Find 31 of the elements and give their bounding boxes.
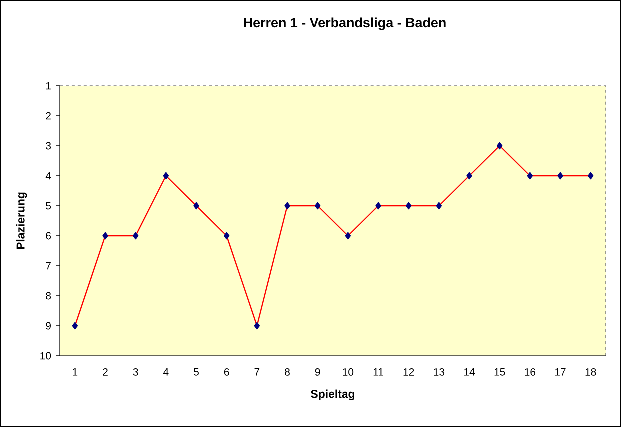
x-tick-label: 13 <box>434 368 445 376</box>
x-tick-label: 14 <box>464 368 476 376</box>
y-tick-label: 4 <box>46 172 52 180</box>
x-tick-label: 2 <box>103 368 108 376</box>
y-tick-label: 8 <box>46 292 52 300</box>
y-tick-label: 1 <box>46 82 51 90</box>
x-tick-label: 8 <box>285 368 290 376</box>
y-axis-title: Plazierung <box>16 192 28 250</box>
y-tick-label: 7 <box>46 262 51 270</box>
x-tick-label: 6 <box>224 368 230 376</box>
x-tick-label: 17 <box>555 368 566 376</box>
x-tick-label: 9 <box>315 368 320 376</box>
x-tick-label: 4 <box>164 368 169 376</box>
x-tick-label: 11 <box>374 368 384 376</box>
y-tick-label: 6 <box>46 232 52 240</box>
y-tick-label: 3 <box>46 142 52 150</box>
x-tick-label: 1 <box>73 368 78 376</box>
x-axis-title: Spieltag <box>311 390 355 401</box>
y-tick-label: 5 <box>46 202 52 210</box>
x-tick-label: 7 <box>254 368 260 376</box>
x-tick-label: 18 <box>586 368 596 376</box>
y-tick-label: 9 <box>46 322 51 330</box>
x-tick-label: 10 <box>343 368 354 376</box>
chart-title: Herren 1 - Verbandsliga - Baden <box>244 18 446 30</box>
y-tick-label: 2 <box>46 112 51 120</box>
x-tick-label: 5 <box>194 368 199 376</box>
y-tick-label: 10 <box>40 352 52 360</box>
x-tick-label: 15 <box>494 368 506 376</box>
x-tick-label: 16 <box>525 368 536 376</box>
x-tick-label: 12 <box>404 368 414 376</box>
x-tick-label: 3 <box>133 368 138 376</box>
